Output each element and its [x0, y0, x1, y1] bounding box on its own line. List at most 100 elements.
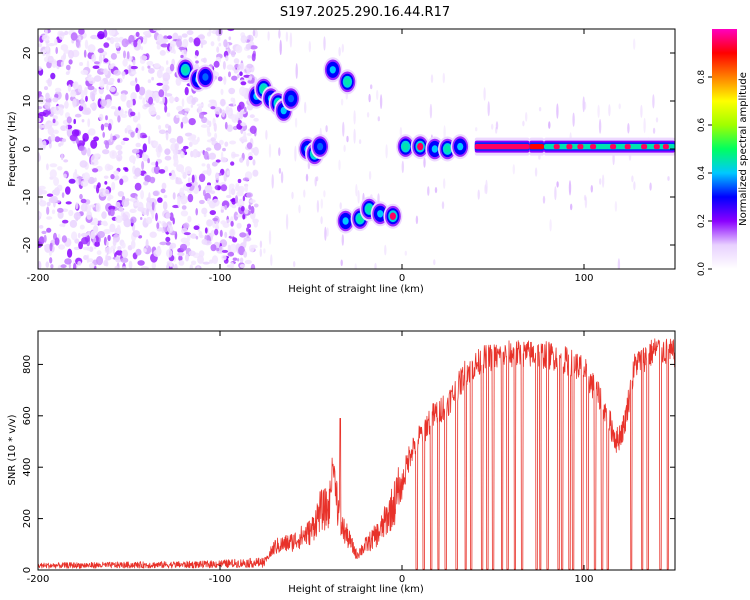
noise-blob [91, 54, 97, 63]
noise-blob [164, 80, 169, 85]
noise-streak [338, 159, 341, 171]
noise-blob [115, 201, 121, 208]
noise-blob [47, 43, 56, 47]
noise-blob [215, 172, 220, 181]
noise-blob [97, 30, 105, 40]
noise-blob [141, 35, 148, 45]
noise-blob [109, 77, 115, 83]
noise-blob [166, 249, 173, 258]
noise-blob [104, 122, 109, 128]
colorbar-tick-label: 0.4 [697, 166, 707, 181]
noise-blob [132, 115, 139, 123]
noise-blob [159, 50, 166, 56]
spectral-feature [342, 217, 349, 225]
noise-streak [340, 98, 344, 106]
noise-blob [160, 43, 169, 48]
noise-blob [228, 87, 236, 95]
noise-blob [103, 68, 109, 76]
noise-blob [244, 208, 249, 215]
noise-blob [80, 180, 89, 187]
noise-streak [583, 194, 587, 201]
noise-blob [167, 35, 173, 40]
noise-blob [228, 71, 231, 78]
noise-blob [73, 212, 81, 221]
noise-blob [117, 150, 123, 156]
noise-blob [176, 38, 182, 48]
noise-blob [246, 132, 252, 136]
noise-blob [80, 203, 88, 212]
noise-streak [323, 190, 326, 198]
noise-blob [107, 234, 111, 242]
noise-blob [239, 86, 246, 96]
noise-blob [58, 142, 62, 147]
noise-blob [50, 133, 56, 142]
noise-blob [146, 208, 150, 217]
noise-streak [404, 250, 407, 256]
noise-blob [116, 154, 123, 162]
noise-blob [163, 194, 168, 199]
noise-blob [86, 210, 93, 220]
noise-blob [180, 54, 184, 59]
noise-blob [210, 41, 215, 47]
noise-blob [140, 46, 144, 51]
noise-blob [230, 50, 236, 58]
noise-blob [156, 44, 161, 50]
noise-blob [160, 188, 166, 194]
noise-blob [108, 29, 116, 36]
noise-blob [90, 154, 99, 163]
noise-blob [181, 200, 185, 205]
noise-blob [50, 72, 56, 80]
noise-blob [83, 255, 88, 260]
noise-blob [204, 227, 208, 234]
noise-blob [138, 95, 143, 100]
noise-blob [153, 165, 160, 175]
snr-xlabel: Height of straight line (km) [288, 584, 424, 595]
noise-blob [120, 257, 129, 264]
noise-blob [110, 53, 117, 60]
noise-blob [87, 77, 93, 82]
noise-blob [81, 119, 85, 123]
noise-blob [60, 61, 64, 67]
noise-blob [239, 71, 243, 76]
noise-blob [146, 60, 154, 66]
spectral-hotspot [577, 144, 584, 150]
noise-blob [184, 112, 188, 117]
noise-blob [157, 197, 163, 203]
noise-blob [217, 35, 221, 42]
noise-blob [232, 237, 238, 243]
noise-streak [477, 189, 480, 200]
noise-blob [60, 44, 69, 51]
noise-blob [38, 139, 44, 148]
noise-blob [49, 242, 53, 252]
noise-streak [324, 226, 327, 241]
y-tick-label: 20 [22, 47, 33, 60]
noise-blob [50, 195, 58, 203]
noise-blob [116, 50, 121, 54]
noise-blob [106, 37, 111, 41]
noise-blob [78, 29, 85, 35]
snr-series-line [38, 338, 675, 570]
noise-blob [239, 264, 246, 268]
noise-blob [64, 258, 72, 265]
noise-streak [415, 215, 419, 225]
noise-blob [161, 182, 167, 190]
noise-blob [80, 97, 84, 107]
noise-blob [112, 239, 117, 247]
noise-blob [54, 187, 60, 196]
noise-streak [601, 174, 605, 188]
noise-blob [38, 185, 46, 190]
noise-streak [433, 259, 436, 266]
noise-blob [230, 161, 235, 166]
noise-blob [240, 205, 245, 212]
noise-blob [38, 96, 45, 105]
noise-blob [226, 219, 231, 223]
spectral-feature [344, 78, 351, 86]
noise-blob [53, 177, 60, 186]
noise-blob [63, 159, 69, 163]
noise-blob [203, 151, 209, 160]
noise-streak [304, 101, 307, 114]
noise-blob [129, 155, 136, 163]
noise-streak [538, 154, 541, 160]
